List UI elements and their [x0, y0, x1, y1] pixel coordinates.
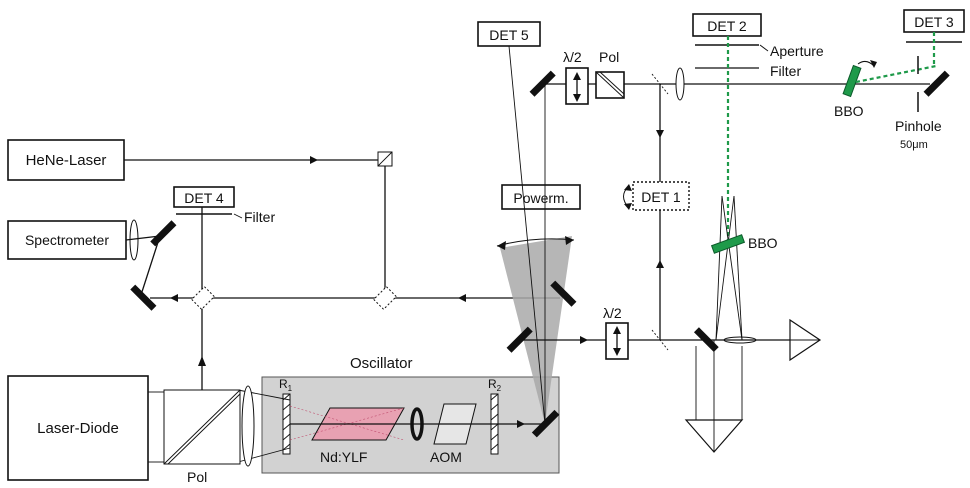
bbo-center-label: BBO	[748, 235, 778, 251]
det1-label: DET 1	[641, 189, 681, 205]
mirror-spectrometer-bottom	[130, 284, 157, 311]
mirror-top	[529, 70, 556, 97]
det2-label: DET 2	[707, 18, 747, 34]
bbo-crystal-center	[710, 234, 746, 254]
mirror-spectrometer-top	[150, 220, 177, 247]
det1-box	[632, 181, 690, 211]
lambda-top-label: λ/2	[563, 49, 582, 65]
laser-diode-box	[7, 375, 149, 481]
mirror-oscillator-output	[531, 409, 560, 438]
spectrometer-label: Spectrometer	[25, 232, 109, 248]
pol-bottom-label: Pol	[187, 469, 207, 485]
powermeter-label: Powerm.	[513, 190, 568, 206]
det4-box	[173, 186, 235, 208]
pinhole-label: Pinhole	[895, 118, 942, 134]
powermeter-box	[501, 184, 581, 210]
det4-label: DET 4	[184, 190, 224, 206]
ndylf-label: Nd:YLF	[320, 449, 367, 465]
pump-lens	[241, 385, 255, 467]
aom-label: AOM	[430, 449, 462, 465]
mirror-return	[550, 280, 577, 307]
oscillator-label: Oscillator	[350, 355, 413, 372]
bbo-crystal-right	[842, 64, 862, 98]
laser-diode-label: Laser-Diode	[37, 420, 119, 437]
aperture-label: Aperture	[770, 43, 824, 59]
pol-top-label: Pol	[599, 49, 619, 65]
filter-top-label: Filter	[770, 63, 801, 79]
hene-laser-box	[7, 139, 125, 181]
beamsplitter-left	[190, 285, 216, 311]
filter-det4-label: Filter	[244, 209, 275, 225]
beamsplitter-center	[372, 285, 398, 311]
hene-laser-label: HeNe-Laser	[26, 152, 107, 169]
det3-label: DET 3	[914, 14, 954, 30]
lambda-bottom-label: λ/2	[603, 305, 622, 321]
det5-box	[477, 21, 541, 47]
r2-label: R2	[488, 377, 502, 393]
mirror-right-end	[923, 70, 950, 97]
pinhole-size-label: 50μm	[900, 139, 928, 151]
mirror-lower-left	[506, 326, 533, 353]
r1-label: R1	[279, 377, 293, 393]
det5-label: DET 5	[489, 27, 529, 43]
mirror-splitter-right	[693, 327, 719, 353]
bbo-right-label: BBO	[834, 103, 864, 119]
lens-top	[675, 67, 685, 101]
